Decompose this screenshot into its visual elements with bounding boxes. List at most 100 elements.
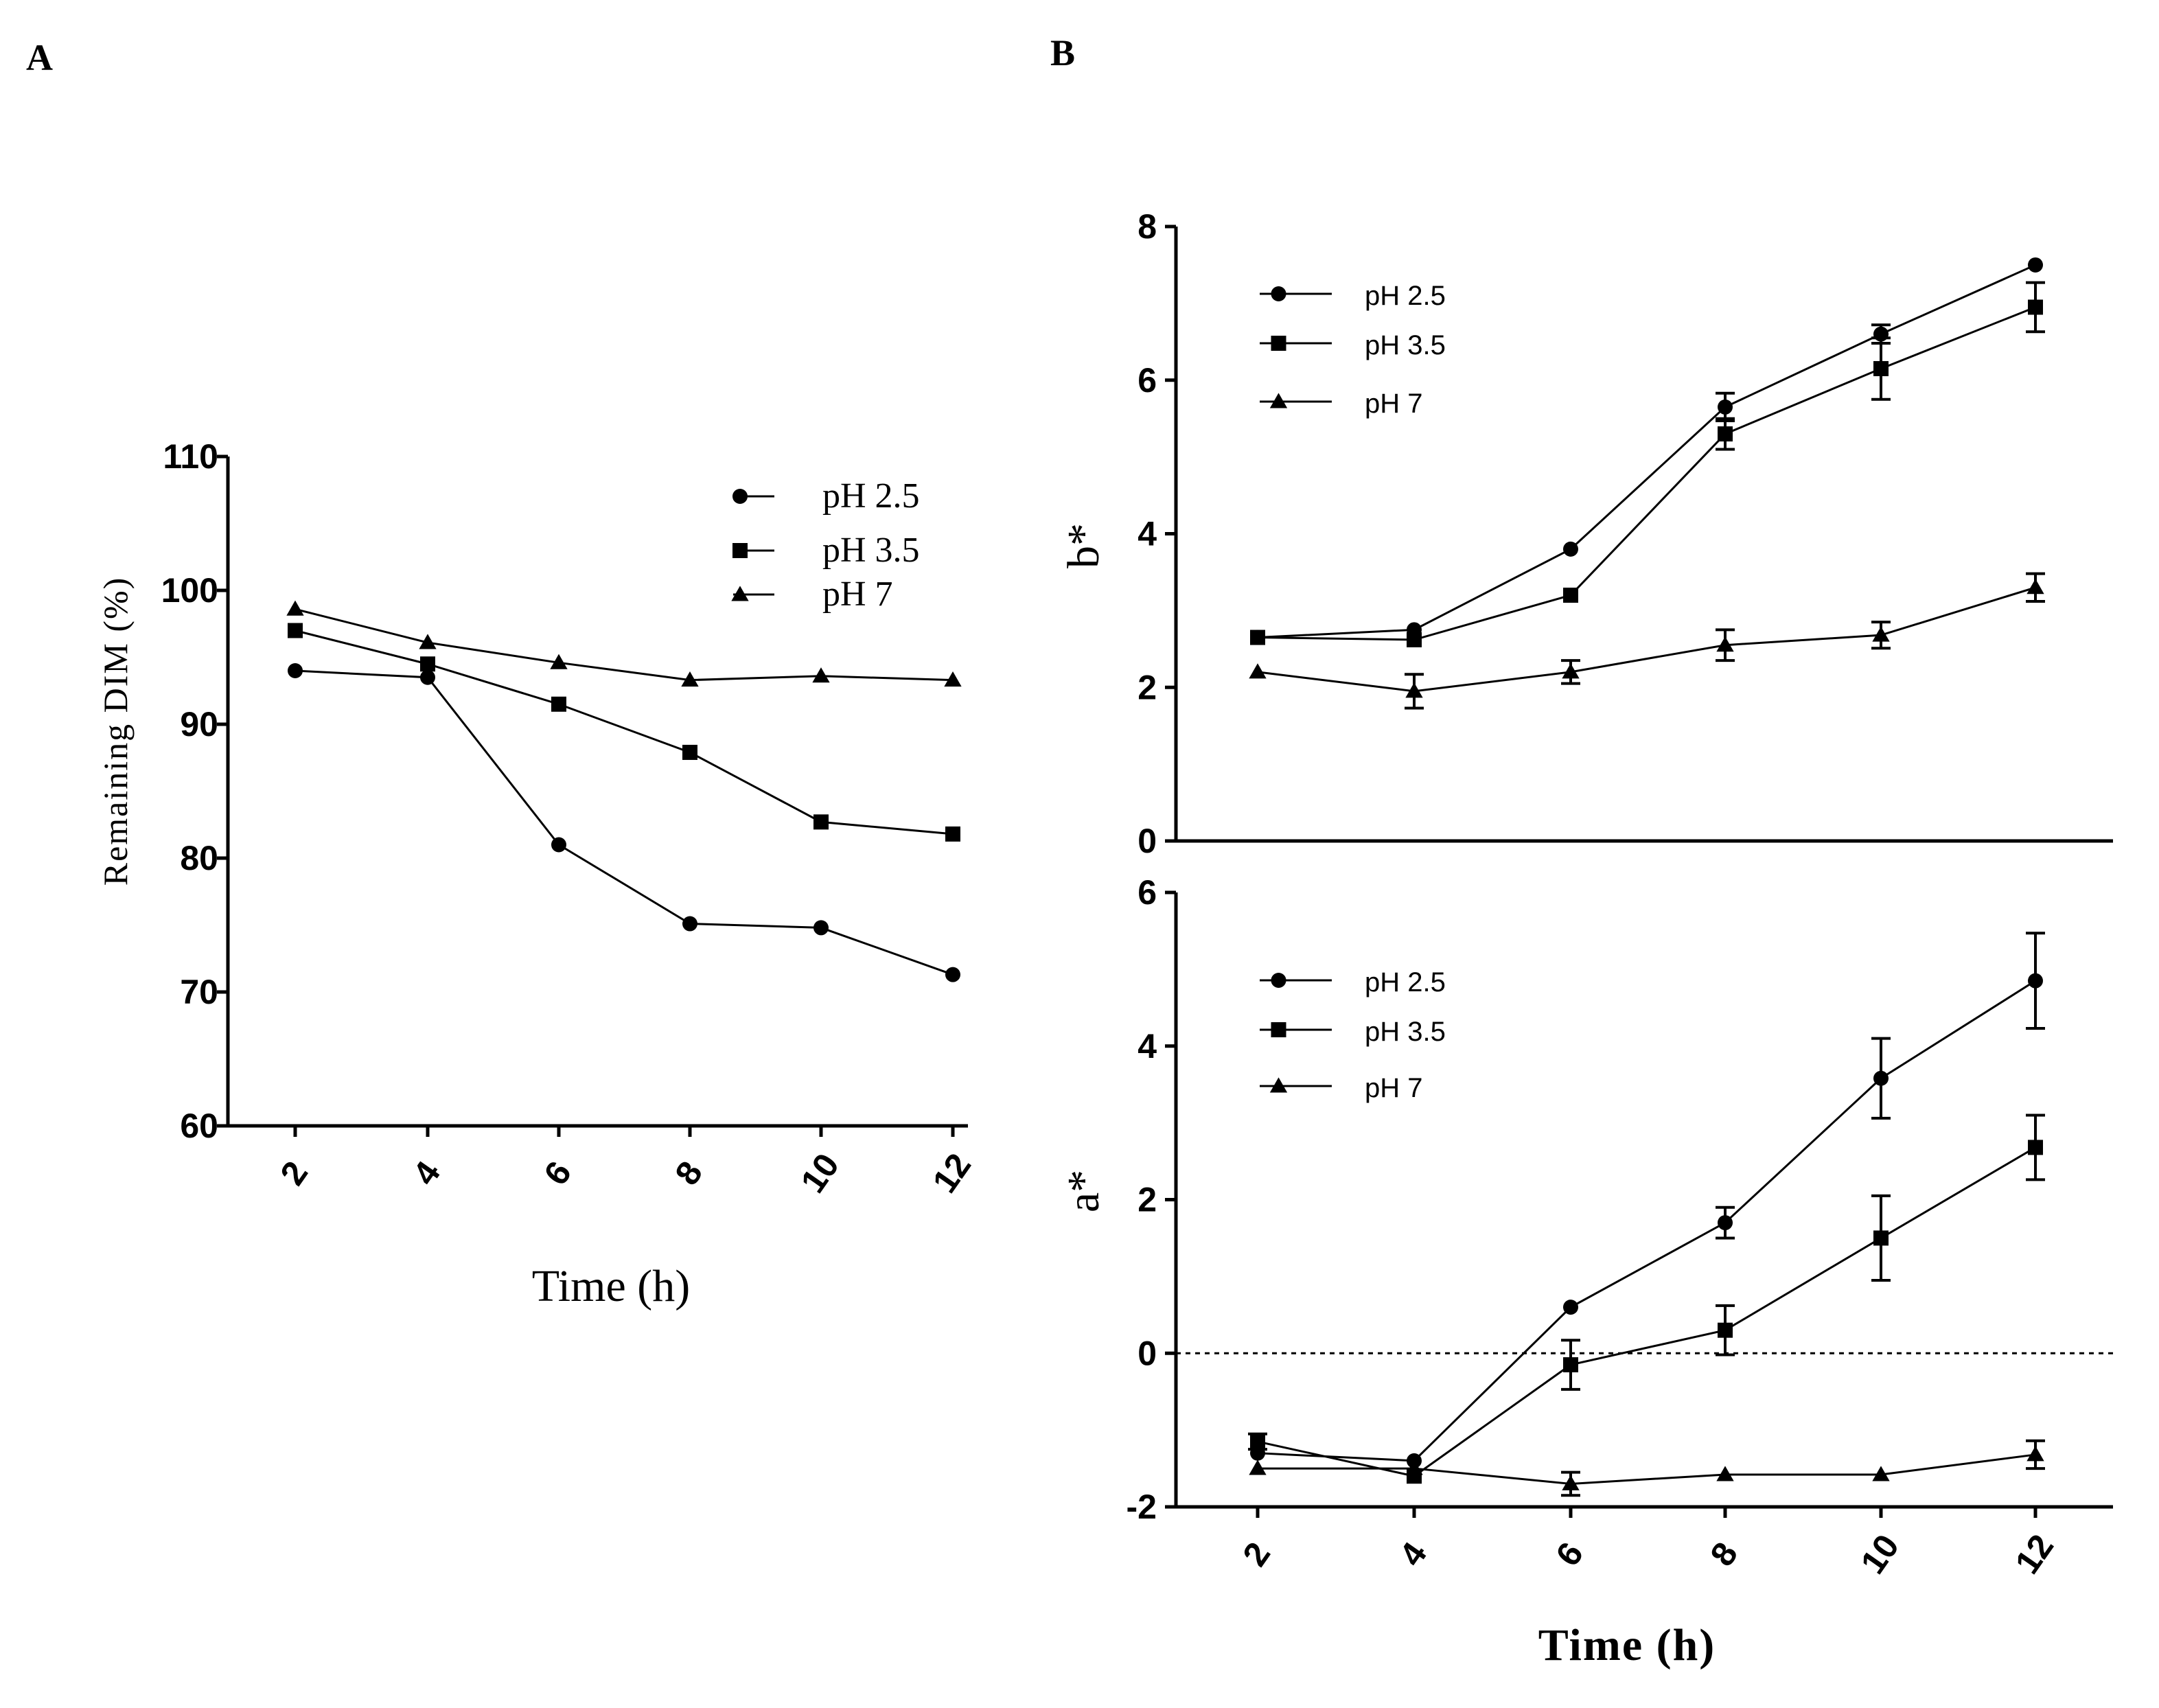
legend-marker — [1271, 336, 1286, 351]
series-line — [1257, 980, 2036, 1462]
data-point — [1250, 1433, 1265, 1449]
data-point — [2028, 299, 2043, 315]
data-point — [1562, 663, 1580, 679]
data-point — [682, 916, 697, 932]
data-point — [1873, 1070, 1889, 1086]
data-point — [286, 600, 304, 616]
x-tick-label: 12 — [2007, 1527, 2061, 1581]
x-axis-title: Time (h) — [1538, 1620, 1716, 1670]
x-tick-label: 2 — [1235, 1535, 1278, 1573]
y-tick-label: -2 — [1127, 1488, 1157, 1526]
series-line — [295, 669, 954, 976]
y-tick-label: 90 — [180, 705, 218, 743]
chart-a-star: -2 0 2 4 6 2 4 6 8 10 12 Time (h) a* pH 2.5 pH 3.5 pH 7 — [1059, 873, 2113, 1670]
legend-marker — [1269, 1077, 1288, 1093]
series-line — [295, 608, 954, 682]
panel-letter-b: B — [1050, 32, 1075, 73]
x-tick-label: 8 — [667, 1154, 710, 1192]
y-tick-label: 110 — [163, 437, 218, 476]
legend-label: pH 3.5 — [1365, 1017, 1446, 1047]
legend-label: pH 7 — [1365, 389, 1423, 419]
data-point — [813, 814, 829, 830]
legend-marker — [1271, 973, 1286, 988]
legend-label: pH 3.5 — [1365, 330, 1446, 360]
x-tick-label: 10 — [1853, 1527, 1906, 1581]
legend-label: pH 2.5 — [1365, 967, 1446, 997]
data-point — [1718, 1215, 1733, 1231]
data-point — [1872, 1466, 1890, 1481]
x-axis-title: Time (h) — [532, 1261, 690, 1311]
data-point — [1718, 426, 1733, 442]
data-point — [1563, 1357, 1578, 1373]
series-line — [1257, 264, 2036, 639]
series-ph-3-5 — [1248, 1113, 2045, 1484]
legend-label: pH 3.5 — [822, 531, 920, 570]
y-tick-label: 6 — [1138, 873, 1157, 912]
data-point — [2028, 257, 2043, 273]
data-point — [1563, 541, 1578, 557]
data-point — [1716, 636, 1734, 652]
data-point — [2027, 1446, 2044, 1462]
data-point — [1249, 663, 1267, 679]
series-line — [1258, 1453, 2036, 1485]
series-line — [1257, 586, 2036, 693]
series-ph-3-5 — [288, 623, 960, 842]
data-point — [1563, 588, 1578, 603]
series-ph-7 — [1249, 572, 2045, 710]
data-point — [551, 837, 566, 853]
series-line — [295, 630, 954, 835]
y-tick-label: 0 — [1138, 1334, 1157, 1372]
legend-marker — [732, 543, 748, 558]
y-tick-label: 60 — [180, 1107, 218, 1145]
data-point — [550, 654, 568, 669]
data-point — [682, 744, 697, 760]
data-point — [419, 634, 437, 649]
x-tick-label: 4 — [1392, 1535, 1434, 1573]
legend-label: pH 2.5 — [1365, 281, 1446, 311]
y-axis-title: Remaining DIM (%) — [96, 577, 135, 886]
legend-marker — [731, 586, 749, 601]
legend-marker — [732, 489, 748, 504]
y-axis-title: a* — [1059, 1170, 1109, 1212]
legend-label: pH 7 — [822, 575, 893, 614]
x-tick-label: 10 — [793, 1146, 846, 1200]
data-point — [551, 696, 566, 712]
series-ph-2-5 — [288, 663, 960, 982]
data-point — [1718, 399, 1733, 415]
panel-letter-a: A — [26, 37, 53, 78]
data-point — [1407, 632, 1422, 647]
legend-label: pH 7 — [1365, 1073, 1423, 1103]
y-tick-label: 80 — [180, 839, 218, 877]
data-point — [1872, 626, 1890, 642]
data-point — [420, 669, 435, 685]
y-tick-label: 70 — [180, 973, 218, 1011]
y-tick-label: 2 — [1138, 668, 1157, 706]
legend-marker — [1269, 393, 1288, 408]
data-point — [944, 671, 962, 687]
data-point — [2028, 1140, 2043, 1155]
legend-label: pH 2.5 — [822, 476, 920, 516]
data-point — [945, 967, 960, 982]
series-line — [1257, 1146, 2036, 1477]
data-point — [420, 656, 435, 672]
x-tick-label: 6 — [536, 1154, 579, 1192]
data-point — [1716, 1466, 1734, 1481]
series-ph-3-5 — [1250, 281, 2045, 647]
y-axis-title: b* — [1059, 523, 1109, 568]
data-point — [2028, 973, 2043, 989]
data-point — [1405, 1459, 1423, 1475]
data-point — [1250, 630, 1265, 645]
series-ph-2-5 — [1250, 932, 2045, 1468]
series-ph-7 — [1249, 1439, 2045, 1497]
y-tick-label: 8 — [1138, 207, 1157, 246]
y-tick-label: 0 — [1138, 822, 1157, 860]
y-tick-label: 4 — [1138, 1027, 1157, 1065]
data-point — [288, 663, 303, 678]
chart-remaining-dim: 60 70 80 90 100 110 2 4 6 8 10 12 Time (h) Remaining … — [96, 437, 978, 1311]
data-point — [812, 667, 830, 683]
data-point — [1718, 1322, 1733, 1338]
chart-b-star: 0 2 4 6 8 b* pH 2.5 pH 3.5 pH 7 — [1059, 207, 2113, 860]
data-point — [1563, 1300, 1578, 1315]
data-point — [945, 826, 960, 842]
